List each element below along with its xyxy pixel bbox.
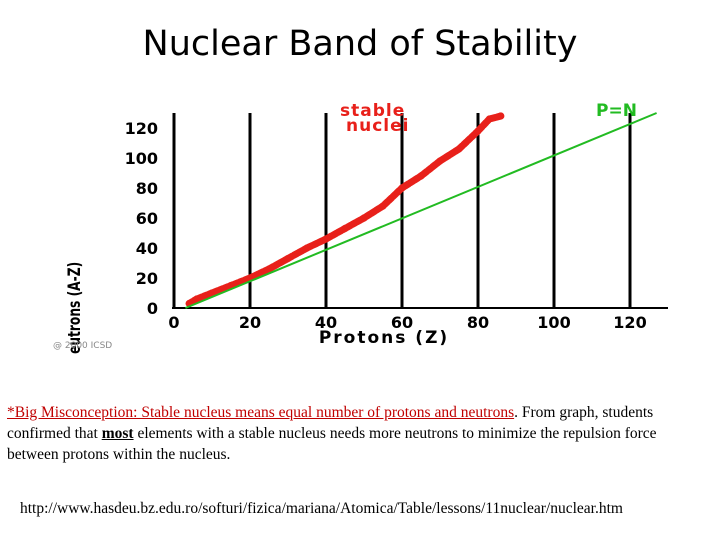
misconception-statement: *Big Misconception: Stable nucleus means… xyxy=(7,404,515,421)
y-tick-label-3: 60 xyxy=(136,209,158,228)
x-tick-labels: 0 20 40 60 80 100 120 xyxy=(168,313,646,332)
series-stable-nuclei-band xyxy=(185,112,505,307)
stable-nucleus-point-7 xyxy=(303,244,311,252)
stable-nucleus-point-8 xyxy=(322,235,330,243)
p-equals-n-label: P=N xyxy=(596,101,637,121)
copyright-text: @ 2000 ICSD xyxy=(53,341,112,351)
y-axis-label: Neutrons (A-Z) xyxy=(65,262,85,355)
series-p-equals-n-line xyxy=(185,112,657,309)
stable-nucleus-point-16 xyxy=(474,127,482,135)
source-url[interactable]: http://www.hasdeu.bz.edu.ro/softuri/fizi… xyxy=(20,500,623,517)
stable-nucleus-point-5 xyxy=(265,265,273,273)
misconception-note: *Big Misconception: Stable nucleus means… xyxy=(7,402,707,465)
stable-nucleus-point-13 xyxy=(417,172,425,180)
stability-chart: 0 20 40 60 80 100 120 0 20 40 60 80 100 120 Neutrons… xyxy=(53,101,668,355)
note-text-1: . From graph, students confirmed that xyxy=(7,404,654,442)
y-tick-label-0: 0 xyxy=(147,299,158,318)
stable-nucleus-point-9 xyxy=(341,224,349,233)
x-tick-label-5: 100 xyxy=(537,313,570,332)
stable-label-line-2: nuclei xyxy=(346,116,409,136)
y-tick-labels: 0 20 40 60 80 100 120 xyxy=(125,119,158,318)
y-tick-label-2: 40 xyxy=(136,239,158,258)
x-tick-label-6: 120 xyxy=(613,313,646,332)
y-tick-label-5: 100 xyxy=(125,149,158,168)
x-tick-label-1: 20 xyxy=(239,313,261,332)
most-emphasis: most xyxy=(101,425,134,442)
stable-nucleus-point-18 xyxy=(497,112,505,120)
stable-nucleus-point-2 xyxy=(208,289,216,297)
stable-nucleus-point-10 xyxy=(360,214,368,222)
x-axis-label: Protons (Z) xyxy=(319,328,449,348)
stable-nucleus-point-1 xyxy=(193,295,201,303)
stable-label-line-1: stable xyxy=(340,101,405,121)
stable-nucleus-point-3 xyxy=(227,281,235,290)
x-tick-label-0: 0 xyxy=(168,313,179,332)
grid-lines xyxy=(172,113,632,308)
x-tick-label-2: 40 xyxy=(315,313,337,332)
stable-nucleus-point-15 xyxy=(455,145,463,153)
stable-nucleus-point-14 xyxy=(436,157,444,165)
y-tick-label-6: 120 xyxy=(125,119,158,138)
stable-nucleus-point-12 xyxy=(398,184,406,192)
y-tick-label-1: 20 xyxy=(136,269,158,288)
stable-nucleus-point-17 xyxy=(485,115,493,123)
page-title: Nuclear Band of Stability xyxy=(142,24,578,64)
x-tick-label-4: 80 xyxy=(467,313,489,332)
stable-nuclei-label: stable nuclei xyxy=(340,101,409,136)
stable-nucleus-point-6 xyxy=(284,254,292,263)
series-area xyxy=(185,112,657,309)
y-tick-label-4: 80 xyxy=(136,179,158,198)
note-text-2: elements with a stable nucleus needs mor… xyxy=(7,425,657,463)
x-tick-label-3: 60 xyxy=(391,313,413,332)
stable-nucleus-point-11 xyxy=(379,202,387,210)
